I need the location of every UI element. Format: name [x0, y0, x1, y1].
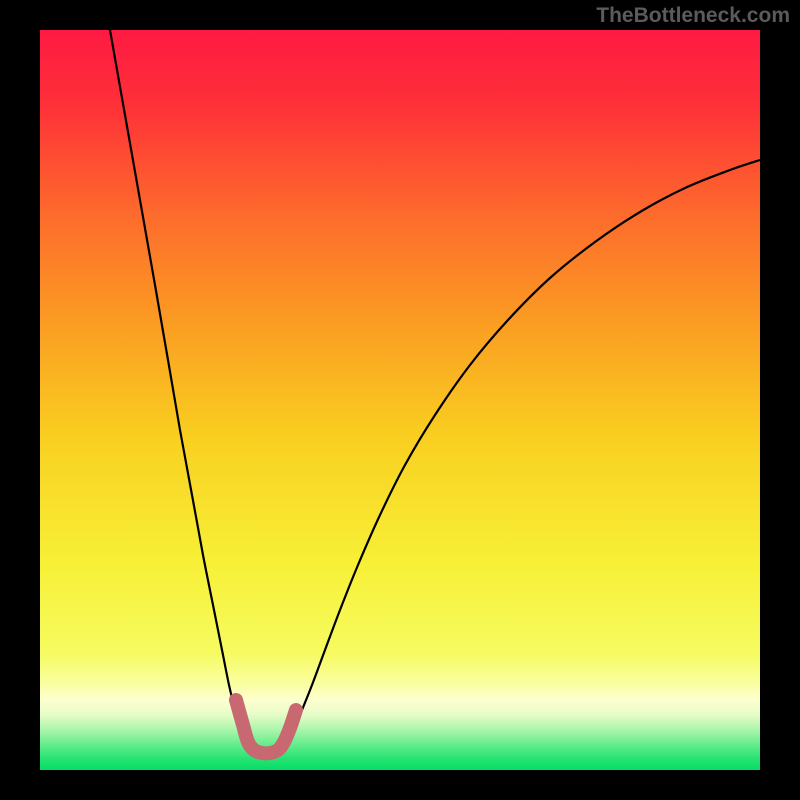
bottleneck-curve: [110, 30, 760, 748]
watermark-text: TheBottleneck.com: [596, 4, 790, 28]
plot-area: [40, 30, 760, 770]
curve-layer: [40, 30, 760, 770]
v-marker: [236, 700, 296, 753]
